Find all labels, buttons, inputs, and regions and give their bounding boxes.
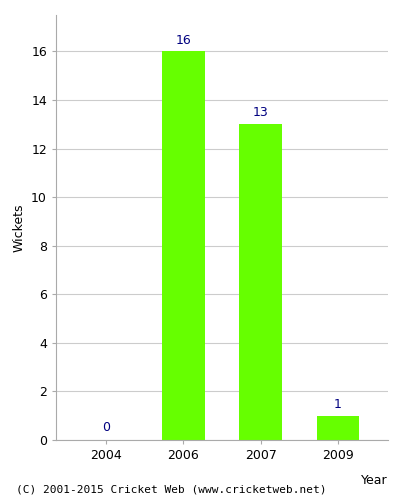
Text: 13: 13 <box>253 106 268 120</box>
Text: (C) 2001-2015 Cricket Web (www.cricketweb.net): (C) 2001-2015 Cricket Web (www.cricketwe… <box>16 485 326 495</box>
Text: 1: 1 <box>334 398 342 411</box>
Text: Year: Year <box>361 474 388 487</box>
Text: 16: 16 <box>176 34 191 46</box>
Text: 0: 0 <box>102 421 110 434</box>
Bar <box>239 124 282 440</box>
Bar <box>316 416 359 440</box>
Y-axis label: Wickets: Wickets <box>12 203 26 252</box>
Bar <box>162 52 205 440</box>
